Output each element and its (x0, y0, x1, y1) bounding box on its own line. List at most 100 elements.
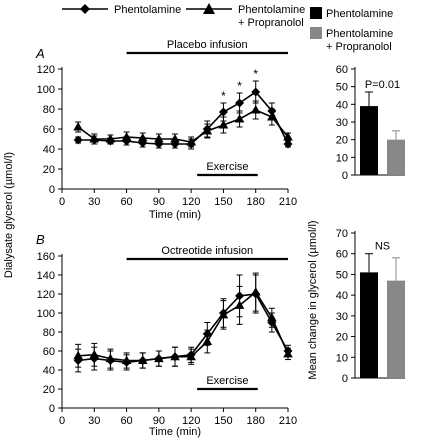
diamond-marker (251, 87, 261, 97)
y-tick-label: 120 (37, 64, 55, 76)
x-tick-label: 210 (279, 415, 297, 427)
triangle-marker (73, 122, 83, 131)
diamond-marker (73, 135, 83, 145)
triangle-marker (186, 137, 196, 146)
legend-right-label-2a: Phentolamine (326, 28, 393, 40)
triangle-marker (234, 300, 245, 309)
triangle-marker (186, 351, 196, 361)
y-tick-label: 80 (43, 104, 55, 116)
significance-annotation: NS (375, 241, 390, 253)
x-tick-label: 30 (88, 196, 100, 208)
x-tick-label: 180 (247, 415, 265, 427)
x-tick-label: 210 (279, 196, 297, 208)
legend-right-label-2b: + Propranolol (326, 41, 392, 53)
y-tick-label: 100 (37, 308, 55, 320)
y-tick-label: 0 (342, 373, 348, 385)
y-tick-label: 60 (336, 64, 348, 76)
y-tick-label: 60 (43, 124, 55, 136)
exercise-label: Exercise (206, 375, 248, 387)
legend-top: Phentolamine Phentolamine + Propranolol (62, 3, 305, 29)
y-tick-label: 100 (37, 84, 55, 96)
triangle-marker (267, 112, 277, 121)
triangle-marker (73, 350, 83, 360)
y-tick-label: 0 (342, 170, 348, 182)
y-tick-label: 40 (43, 144, 55, 156)
triangle-marker (137, 133, 148, 142)
triangle-marker (250, 105, 261, 114)
significance-star: * (253, 67, 258, 81)
panel-label: B (36, 232, 45, 247)
bar-chart-top: 0 10 20 30 40 50 60 P=0.01 (336, 64, 405, 182)
y-tick-label: 60 (336, 249, 348, 261)
panel-label: A (35, 46, 45, 61)
y-tick-label: 0 (49, 403, 55, 415)
x-tick-label: 30 (88, 415, 100, 427)
x-tick-label: 0 (59, 415, 65, 427)
x-tick-label: 120 (182, 415, 200, 427)
y-tick-label: 30 (336, 311, 348, 323)
x-tick-label: 90 (153, 196, 165, 208)
bar-phentolamine-propranolol (387, 280, 405, 378)
triangle-marker (105, 134, 116, 143)
panel-a: 0 20 40 60 80 100 120 0 30 60 90 120 150 180 210 Time (… (35, 39, 297, 221)
y-tick-label: 80 (43, 327, 55, 339)
y-tick-label: 0 (49, 184, 55, 196)
y-tick-label: 10 (336, 152, 348, 164)
y-tick-label: 20 (336, 135, 348, 147)
significance-annotation: P=0.01 (365, 79, 400, 91)
legend-right-label-1: Phentolamine (326, 8, 393, 20)
legend-label-phentolamine: Phentolamine (114, 4, 181, 16)
series-line (78, 293, 289, 364)
bar-chart-bottom: 0 10 20 30 40 50 60 70 NS (336, 228, 405, 385)
triangle-marker (234, 114, 245, 123)
x-tick-label: 180 (247, 196, 265, 208)
triangle-marker (283, 132, 293, 141)
legend-diamond-marker (80, 4, 90, 14)
shared-y-axis-label: Dialysate glycerol (µmol/l) (3, 152, 15, 278)
triangle-marker (218, 309, 229, 319)
x-tick-label: 60 (120, 196, 132, 208)
legend-label-combo-line2: + Propranolol (238, 17, 304, 29)
y-tick-label: 20 (43, 164, 55, 176)
y-tick-label: 160 (37, 251, 55, 263)
exercise-label: Exercise (206, 161, 248, 173)
y-tick-label: 50 (336, 269, 348, 281)
panel-b: 0 20 40 60 80 100 120 140 160 0 30 60 90 120 150 180 210… (36, 232, 297, 438)
triangle-marker (170, 134, 180, 143)
legend-triangle-marker (203, 3, 215, 14)
x-tick-label: 90 (153, 415, 165, 427)
y-tick-label: 40 (336, 99, 348, 111)
y-tick-label: 20 (336, 332, 348, 344)
x-tick-label: 120 (182, 196, 200, 208)
triangle-marker (121, 132, 132, 141)
triangle-marker (154, 134, 164, 143)
legend-swatch-black (310, 7, 322, 19)
y-tick-label: 40 (43, 365, 55, 377)
y-tick-label: 120 (37, 289, 55, 301)
x-tick-label: 150 (214, 415, 232, 427)
series-phentolamine-propranolol (73, 272, 293, 369)
significance-star: * (221, 89, 226, 103)
triangle-marker (218, 120, 229, 129)
y-tick-label: 10 (336, 352, 348, 364)
triangle-marker (202, 336, 213, 345)
diamond-marker (235, 98, 245, 108)
y-tick-label: 40 (336, 290, 348, 302)
x-axis-label: Time (min) (149, 209, 201, 221)
diamond-marker (283, 139, 293, 149)
legend-label-combo-line1: Phentolamine (238, 4, 305, 16)
triangle-marker (250, 287, 261, 296)
triangle-marker (154, 353, 164, 363)
bar-phentolamine (360, 106, 378, 175)
y-tick-label: 70 (336, 228, 348, 240)
y-tick-label: 60 (43, 346, 55, 358)
series-line (78, 290, 289, 362)
right-y-axis-label: Mean change in glycerol (µmol/l) (307, 220, 319, 379)
legend-right: Phentolamine Phentolamine + Propranolol (310, 7, 393, 53)
y-tick-label: 20 (43, 384, 55, 396)
triangle-marker (89, 134, 100, 143)
x-tick-label: 60 (120, 415, 132, 427)
y-tick-label: 30 (336, 117, 348, 129)
x-axis-label: Time (min) (149, 426, 201, 438)
